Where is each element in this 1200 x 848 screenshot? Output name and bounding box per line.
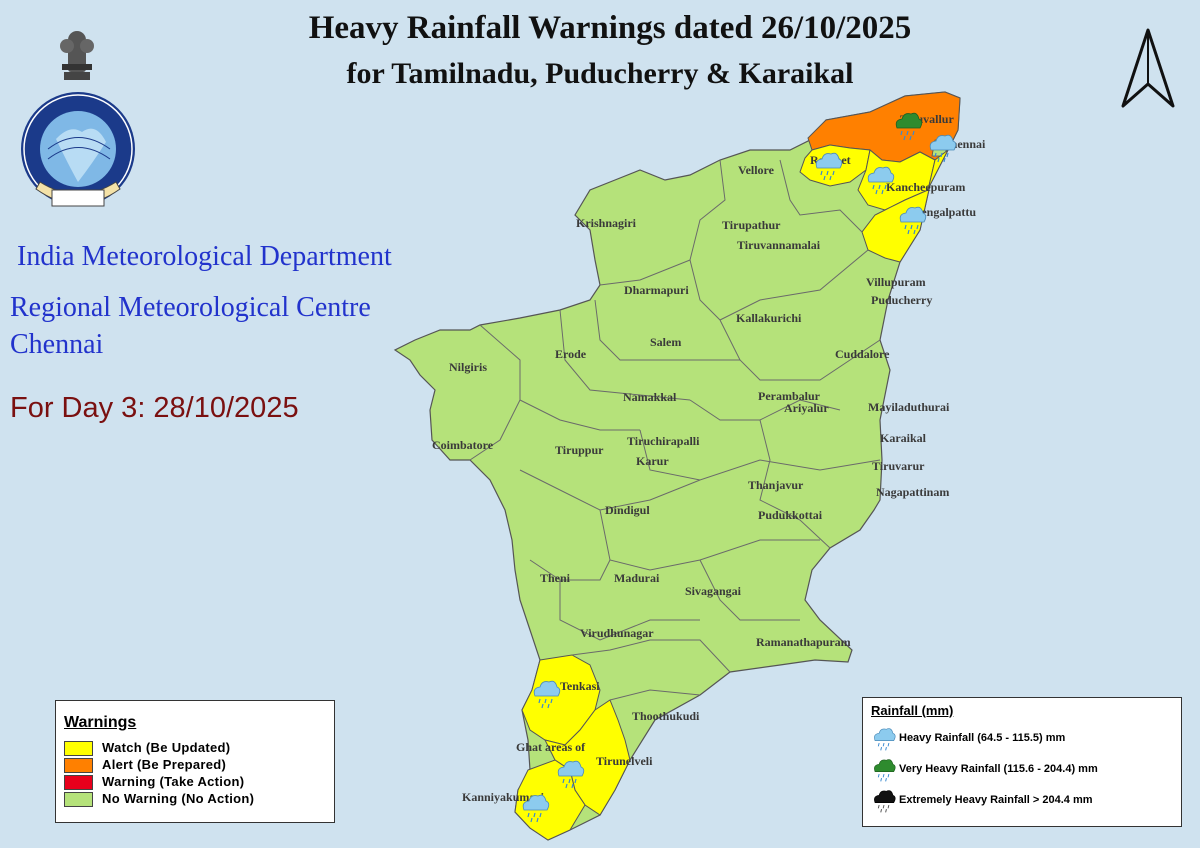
legend-item-extremely-heavy-rainfall: Extremely Heavy Rainfall > 204.4 mm bbox=[871, 788, 1176, 814]
label-kancheepuram: Kancheepuram bbox=[886, 180, 965, 194]
label-virudhunagar: Virudhunagar bbox=[580, 626, 654, 640]
legend-label-no-warning: No Warning (No Action) bbox=[102, 791, 255, 806]
label-puducherry: Puducherry bbox=[871, 293, 932, 307]
warnings-legend-title: Warnings bbox=[64, 714, 137, 731]
label-tirunelveli: Tirunelveli bbox=[596, 754, 653, 768]
label-dindigul: Dindigul bbox=[605, 503, 650, 517]
label-villupuram: Villupuram bbox=[866, 275, 926, 289]
label-tiruvannamalai: Tiruvannamalai bbox=[737, 238, 821, 252]
legend-item-warning: Warning (Take Action) bbox=[64, 774, 326, 791]
legend-swatch-watch bbox=[64, 741, 93, 756]
label-tiruvarur: Tiruvarur bbox=[872, 459, 925, 473]
label-vellore: Vellore bbox=[738, 163, 775, 177]
label-kallakurichi: Kallakurichi bbox=[736, 311, 802, 325]
legend-label-warning: Warning (Take Action) bbox=[102, 774, 245, 789]
label-mayiladuthurai: Mayiladuthurai bbox=[868, 400, 950, 414]
label-coimbatore: Coimbatore bbox=[432, 438, 494, 452]
legend-swatch-no-warning bbox=[64, 792, 93, 807]
map-title: Heavy Rainfall Warnings dated 26/10/2025 bbox=[308, 10, 912, 46]
ashoka-emblem-icon bbox=[60, 31, 94, 80]
forecast-day-label: For Day 3: 28/10/2025 bbox=[10, 392, 299, 424]
label-thanjavur: Thanjavur bbox=[748, 478, 804, 492]
warnings-legend: Warnings Watch (Be Updated) Alert (Be Pr… bbox=[55, 700, 335, 823]
label-kanniyakumari: Kanniyakumari bbox=[462, 790, 545, 804]
legend-label-alert: Alert (Be Prepared) bbox=[102, 757, 227, 772]
label-ramanathapuram: Ramanathapuram bbox=[756, 635, 851, 649]
legend-swatch-warning bbox=[64, 775, 93, 790]
label-ghat-areas-of: Ghat areas of bbox=[516, 740, 586, 754]
legend-item-alert: Alert (Be Prepared) bbox=[64, 757, 326, 774]
label-krishnagiri: Krishnagiri bbox=[576, 216, 637, 230]
label-nilgiris: Nilgiris bbox=[449, 360, 487, 374]
label-tiruppur: Tiruppur bbox=[555, 443, 604, 457]
legend-item-very-heavy-rainfall: Very Heavy Rainfall (115.6 - 204.4) mm bbox=[871, 757, 1176, 783]
label-pudukkottai: Pudukkottai bbox=[758, 508, 823, 522]
label-tiruchirapalli: Tiruchirapalli bbox=[627, 434, 700, 448]
extremely-heavy-rain-cloud-icon bbox=[873, 790, 896, 813]
heavy-rain-cloud-icon bbox=[873, 728, 896, 751]
org-line-1: India Meteorological Department bbox=[17, 241, 392, 272]
label-tenkasi: Tenkasi bbox=[560, 679, 600, 693]
label-theni: Theni bbox=[540, 571, 571, 585]
label-nagapattinam: Nagapattinam bbox=[876, 485, 949, 499]
north-arrow-icon bbox=[1121, 28, 1175, 108]
org-line-3: Chennai bbox=[10, 329, 104, 360]
label-thoothukudi: Thoothukudi bbox=[632, 709, 700, 723]
legend-label-heavy-rainfall: Heavy Rainfall (64.5 - 115.5) mm bbox=[899, 732, 1066, 744]
legend-label-very-heavy-rainfall: Very Heavy Rainfall (115.6 - 204.4) mm bbox=[899, 763, 1098, 775]
label-karaikal: Karaikal bbox=[880, 431, 927, 445]
legend-label-watch: Watch (Be Updated) bbox=[102, 740, 231, 755]
legend-item-no-warning: No Warning (No Action) bbox=[64, 791, 326, 808]
org-line-2: Regional Meteorological Centre bbox=[10, 292, 371, 323]
map-subtitle: for Tamilnadu, Puducherry & Karaikal bbox=[346, 57, 854, 90]
imd-seal-icon bbox=[21, 92, 135, 207]
label-namakkal: Namakkal bbox=[623, 390, 677, 404]
tamilnadu-landmass bbox=[393, 91, 961, 841]
very-heavy-rain-cloud-icon bbox=[873, 759, 896, 782]
label-dharmapuri: Dharmapuri bbox=[624, 283, 689, 297]
legend-item-heavy-rainfall: Heavy Rainfall (64.5 - 115.5) mm bbox=[871, 726, 1176, 752]
rainfall-legend: Rainfall (mm) Heavy Rainfall (64.5 - 115… bbox=[862, 697, 1182, 827]
label-cuddalore: Cuddalore bbox=[835, 347, 890, 361]
legend-label-extremely-heavy-rainfall: Extremely Heavy Rainfall > 204.4 mm bbox=[899, 794, 1093, 806]
label-madurai: Madurai bbox=[614, 571, 660, 585]
label-perambalur: Perambalur bbox=[758, 389, 821, 403]
district-borders bbox=[469, 159, 881, 701]
legend-item-watch: Watch (Be Updated) bbox=[64, 740, 326, 757]
label-erode: Erode bbox=[555, 347, 587, 361]
rainfall-legend-title: Rainfall (mm) bbox=[871, 703, 954, 718]
label-sivagangai: Sivagangai bbox=[685, 584, 742, 598]
label-karur: Karur bbox=[636, 454, 669, 468]
label-tirupathur: Tirupathur bbox=[722, 218, 781, 232]
legend-swatch-alert bbox=[64, 758, 93, 773]
imd-logo bbox=[21, 31, 135, 207]
label-ariyalur: Ariyalur bbox=[784, 401, 829, 415]
label-salem: Salem bbox=[650, 335, 681, 349]
